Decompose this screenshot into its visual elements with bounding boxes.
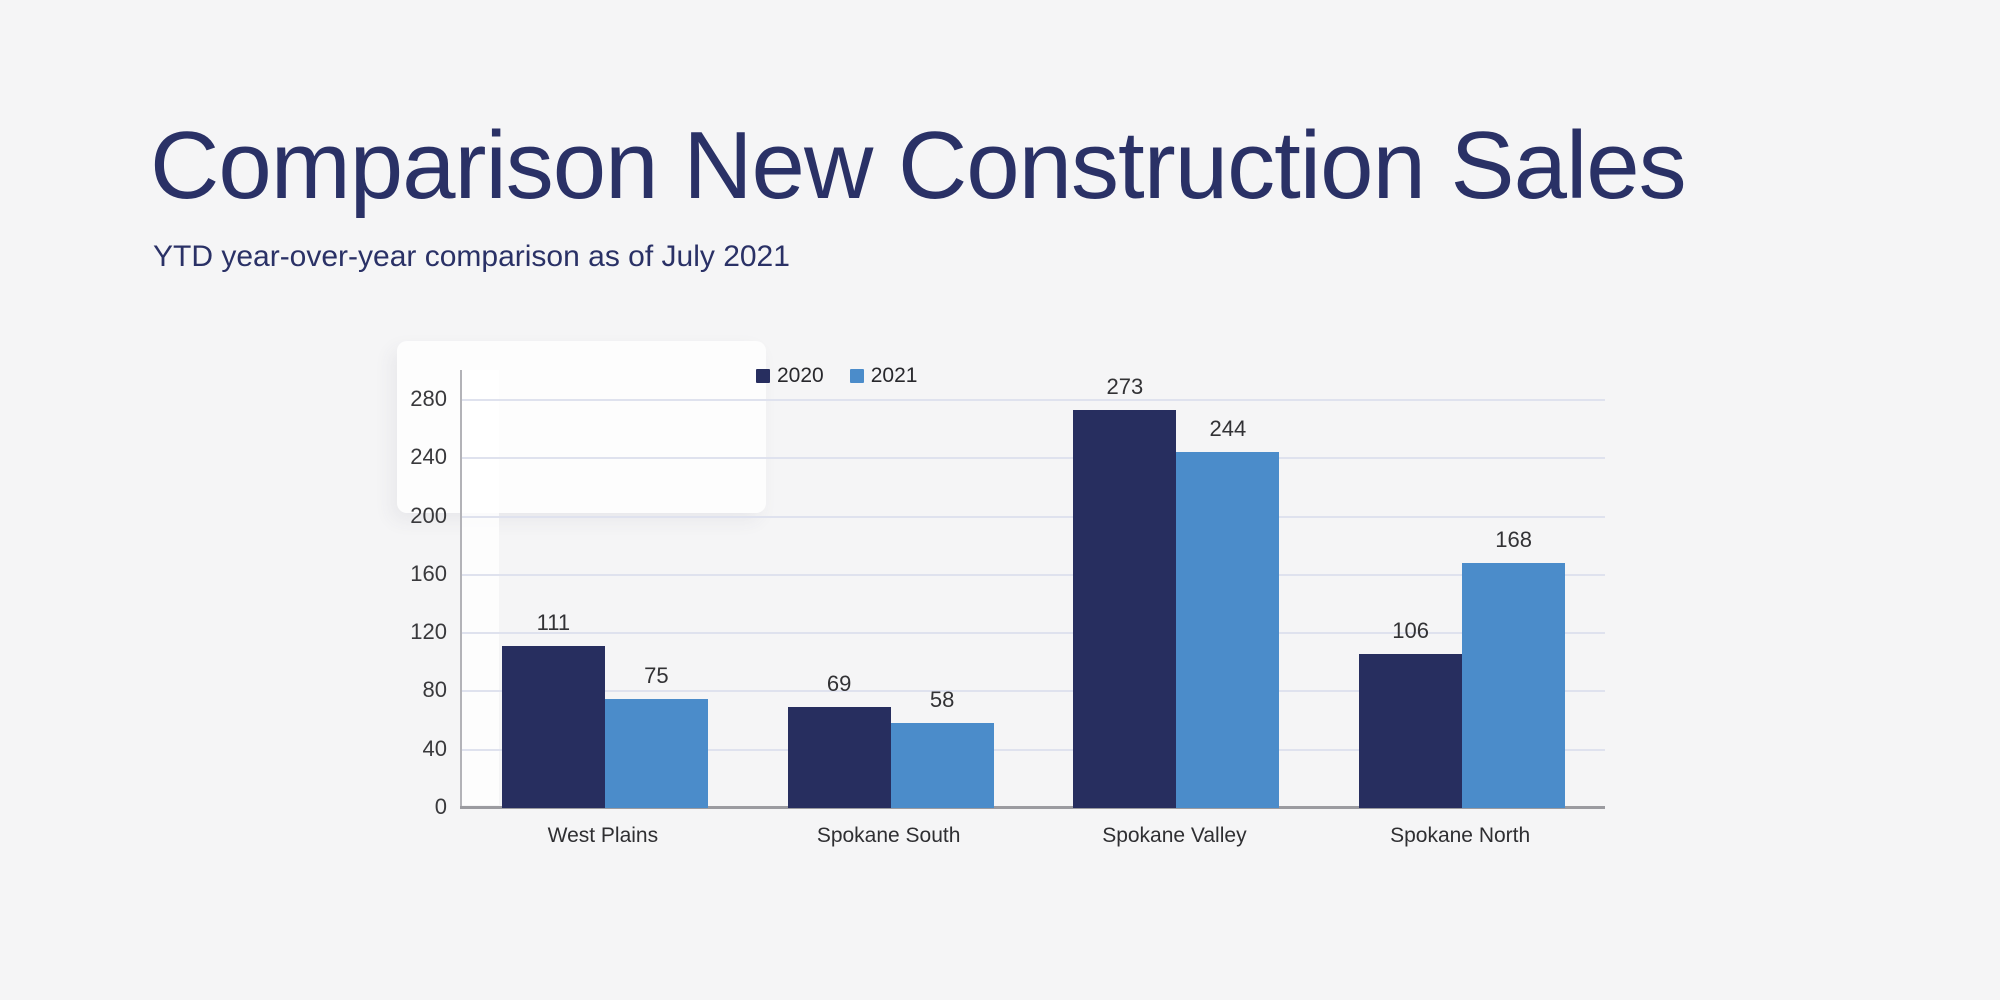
value-label: 69 [826, 671, 852, 696]
gridline [462, 515, 1605, 518]
value-label: 106 [1392, 618, 1429, 643]
legend-swatch-icon [849, 369, 864, 383]
value-label: 273 [1106, 374, 1144, 399]
value-label: 75 [644, 663, 669, 688]
chart-plot-area: 111 75 69 58 273 244 106 168 [460, 370, 1605, 809]
y-axis-tick-label: 240 [410, 444, 447, 470]
bar-2021-spokane-valley [1176, 452, 1280, 808]
y-axis-tick-label: 280 [410, 386, 447, 411]
category-label: Spokane Valley [1102, 824, 1247, 847]
legend-item-2020: 2020 [756, 364, 824, 388]
legend-swatch-icon [756, 369, 770, 383]
y-axis-tick-label: 160 [410, 560, 447, 586]
bar-2020-spokane-north [1359, 654, 1463, 808]
legend-label: 2020 [777, 364, 824, 387]
bar-2021-spokane-south [890, 723, 994, 808]
category-label: West Plains [547, 824, 659, 847]
page-title: Comparison New Construction Sales [150, 112, 1687, 219]
bar-2020-spokane-south [787, 707, 891, 808]
value-label: 58 [929, 687, 955, 712]
gridline [462, 748, 1605, 751]
bar-2020-spokane-valley [1073, 410, 1177, 808]
bar-2021-spokane-north [1462, 563, 1566, 808]
gridline [462, 457, 1605, 460]
bar-2021-west-plains [604, 699, 708, 808]
value-label: 111 [536, 610, 571, 635]
legend-item-2021: 2021 [849, 364, 918, 388]
x-axis-baseline [460, 806, 1605, 809]
gridline [462, 399, 1605, 401]
y-axis-tick-label: 80 [422, 677, 447, 703]
y-axis-tick-label: 120 [410, 619, 447, 645]
y-axis-tick-label: 40 [422, 735, 447, 761]
category-label: Spokane North [1390, 824, 1531, 847]
y-axis-tick-label: 200 [410, 502, 447, 528]
chart-legend: 2020 2021 [756, 364, 917, 388]
legend-label: 2021 [870, 364, 918, 387]
bar-2020-west-plains [501, 646, 605, 808]
gridline [462, 573, 1605, 576]
value-label: 168 [1495, 527, 1532, 552]
value-label: 244 [1209, 416, 1247, 441]
gridline [462, 690, 1605, 693]
page-subtitle: YTD year-over-year comparison as of July… [153, 240, 790, 273]
category-label: Spokane South [816, 824, 961, 847]
gridline [462, 632, 1605, 635]
plot-left-strip [462, 370, 499, 805]
y-axis-tick-label: 0 [434, 794, 447, 819]
ghost-panel [397, 341, 766, 513]
